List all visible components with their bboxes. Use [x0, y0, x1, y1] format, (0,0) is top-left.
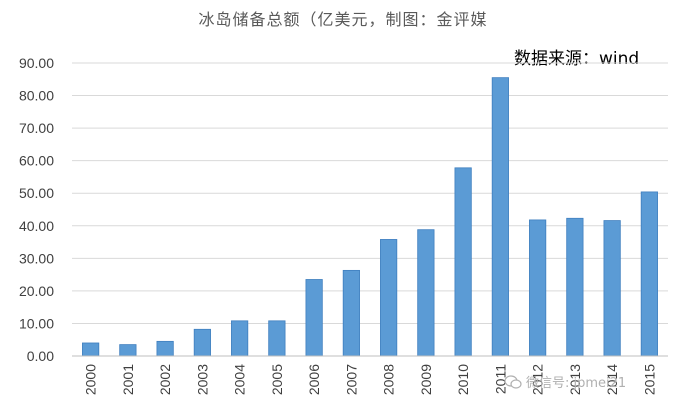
bar — [566, 217, 584, 357]
bar — [529, 219, 547, 357]
x-tick-label: 2005 — [269, 364, 285, 395]
x-tick-label: 2001 — [120, 364, 136, 395]
x-tick-label: 2014 — [604, 364, 620, 395]
wechat-icon — [504, 374, 522, 389]
wechat-watermark: 微信号: jpmei21 — [504, 372, 626, 391]
bar — [342, 269, 360, 357]
x-tick-label: 2003 — [194, 364, 210, 395]
y-tick-label: 80.00 — [19, 88, 54, 104]
x-tick-label: 2004 — [232, 364, 248, 395]
bar — [268, 320, 286, 357]
x-tick-label: 2011 — [492, 364, 508, 394]
chart-title: 冰岛储备总额（亿美元，制图：金评媒 — [198, 10, 488, 29]
bar — [231, 320, 249, 357]
y-tick-label: 0.00 — [27, 348, 54, 364]
x-tick-label: 2007 — [343, 364, 359, 395]
x-tick-label: 2012 — [530, 364, 546, 395]
y-tick-label: 50.00 — [19, 185, 54, 201]
x-tick-label: 2002 — [157, 364, 173, 395]
bar — [380, 239, 398, 357]
bar — [156, 340, 174, 357]
bar — [491, 77, 509, 357]
x-tick-label: 2010 — [455, 364, 471, 395]
x-tick-label: 2013 — [567, 364, 583, 395]
bar — [82, 342, 100, 357]
source-label: 数据来源：wind — [514, 49, 640, 69]
y-tick-label: 20.00 — [19, 283, 54, 299]
y-tick-label: 30.00 — [19, 250, 54, 266]
bar — [417, 229, 435, 357]
bar — [119, 344, 137, 357]
bar — [193, 328, 211, 357]
x-tick-label: 2008 — [381, 364, 397, 395]
bar — [454, 167, 472, 357]
x-tick-label: 2009 — [418, 364, 434, 395]
y-tick-label: 10.00 — [19, 315, 54, 331]
y-tick-label: 70.00 — [19, 120, 54, 136]
bar — [305, 279, 323, 357]
bar — [603, 220, 621, 357]
y-tick-label: 40.00 — [19, 218, 54, 234]
y-tick-label: 60.00 — [19, 153, 54, 169]
x-tick-label: 2015 — [641, 364, 657, 395]
x-tick-label: 2000 — [83, 364, 99, 395]
watermark-text: 微信号: jpmei21 — [526, 376, 627, 391]
y-tick-label: 90.00 — [19, 55, 54, 71]
bar — [640, 191, 658, 357]
x-tick-label: 2006 — [306, 364, 322, 395]
